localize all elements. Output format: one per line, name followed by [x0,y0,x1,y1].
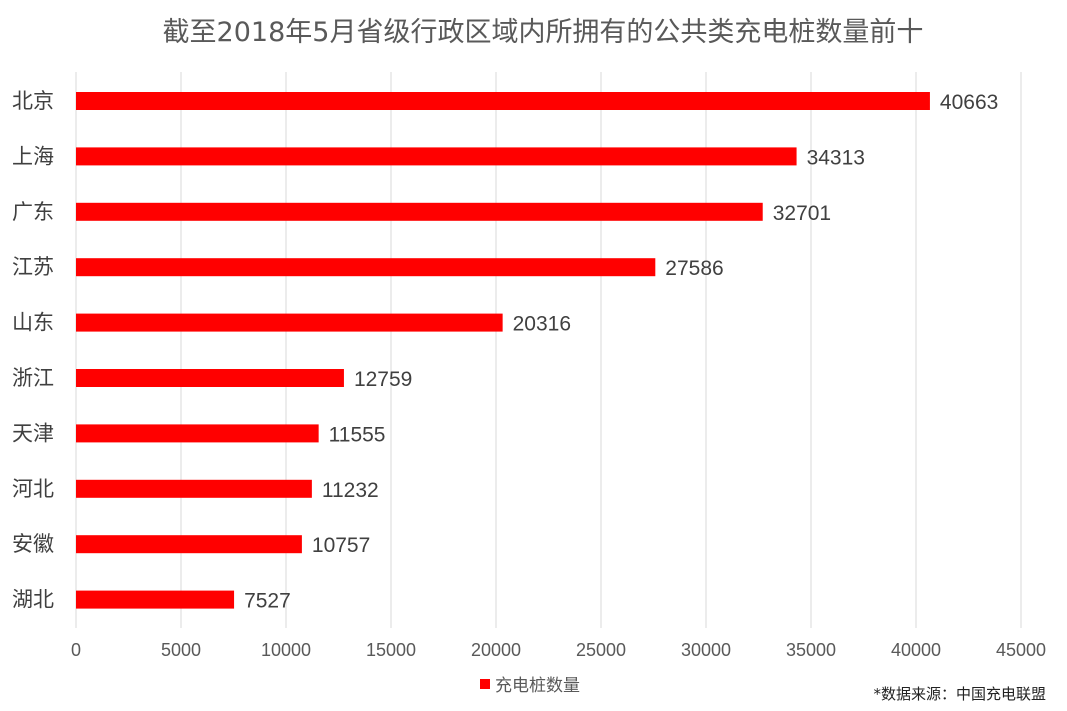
data-label: 20316 [513,313,571,336]
bar[interactable] [76,202,763,221]
x-tick-label: 10000 [261,640,311,660]
bar[interactable] [76,258,656,277]
category-label: 广东 [12,200,54,224]
bar[interactable] [76,535,302,554]
x-tick-label: 25000 [576,640,626,660]
x-tick-label: 5000 [161,640,201,660]
data-label: 11232 [322,479,379,502]
legend[interactable]: 充电桩数量 [480,676,580,696]
bar[interactable] [76,313,503,332]
x-axis-ticks: 0 5000 10000 15000 20000 25000 30000 35000 40000… [71,640,1046,660]
x-tick-label: 15000 [366,640,416,660]
category-label: 浙江 [12,366,54,390]
x-tick-label: 30000 [681,640,731,660]
data-label: 27586 [665,257,723,280]
source-note: *数据来源：中国充电联盟 [873,685,1046,703]
x-tick-label: 20000 [471,640,521,660]
data-label: 40663 [940,91,998,114]
category-label: 上海 [12,144,54,168]
legend-swatch [480,679,490,689]
data-label: 11555 [329,423,386,446]
category-label: 江苏 [12,255,54,279]
bars [76,92,930,609]
category-label: 北京 [12,89,54,113]
category-label: 天津 [12,421,54,445]
bar[interactable] [76,479,312,498]
category-label: 山东 [12,311,54,335]
category-label: 河北 [12,477,54,501]
x-tick-label: 35000 [786,640,836,660]
data-label: 32701 [773,202,831,225]
data-label: 7527 [244,590,291,613]
category-label: 安徽 [12,532,54,556]
data-label: 34313 [807,146,865,169]
x-tick-label: 40000 [891,640,941,660]
x-tick-label: 45000 [996,640,1046,660]
bar[interactable] [76,424,319,443]
data-label: 10757 [312,534,370,557]
data-label: 12759 [354,368,412,391]
x-tick-label: 0 [71,640,81,660]
legend-label: 充电桩数量 [495,676,580,696]
bar[interactable] [76,369,344,387]
bar[interactable] [76,147,797,166]
data-labels: 40663 34313 32701 27586 20316 12759 11555 11232… [244,91,998,613]
category-label: 湖北 [12,588,54,612]
bar[interactable] [76,92,930,110]
chart-title: 截至2018年5月省级行政区域内所拥有的公共类充电桩数量前十 [163,17,924,48]
bar[interactable] [76,590,235,609]
